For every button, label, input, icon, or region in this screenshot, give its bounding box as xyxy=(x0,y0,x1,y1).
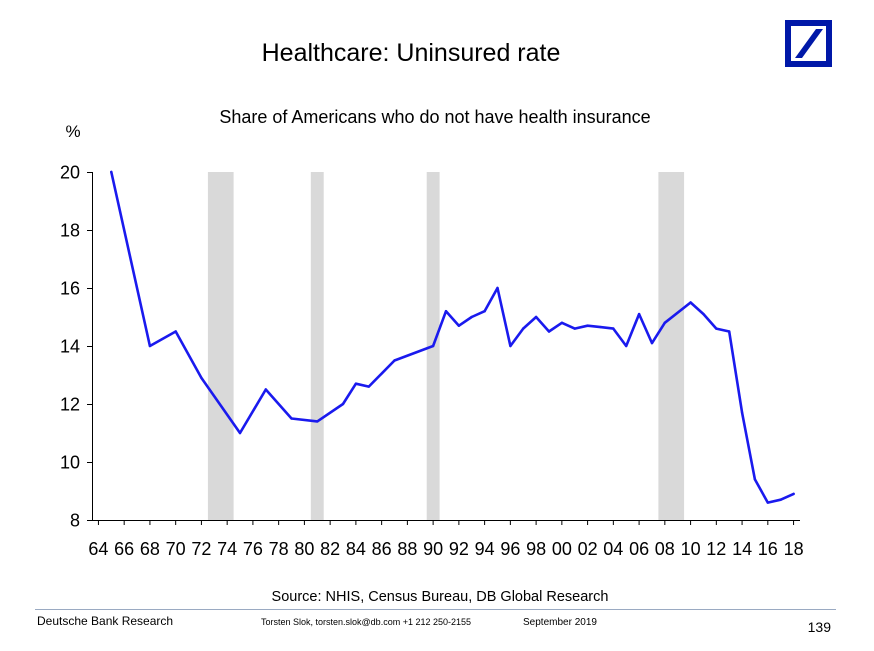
recession-bar xyxy=(310,172,324,520)
data-point xyxy=(316,420,319,423)
data-point xyxy=(393,359,396,362)
x-tick-label: 68 xyxy=(140,539,160,559)
data-point xyxy=(689,301,692,304)
data-point xyxy=(792,492,795,496)
data-point xyxy=(354,382,358,385)
series xyxy=(110,170,795,504)
data-point xyxy=(625,344,628,348)
data-point xyxy=(483,310,486,313)
data-point xyxy=(534,315,538,319)
data-point xyxy=(174,330,177,333)
data-point xyxy=(457,324,461,327)
x-tick-label: 04 xyxy=(603,539,623,559)
recession-bar xyxy=(658,172,685,520)
x-tick-label: 76 xyxy=(243,539,263,559)
x-tick-label: 12 xyxy=(706,539,726,559)
data-point xyxy=(573,327,576,330)
chart-title: Share of Americans who do not have healt… xyxy=(219,107,650,127)
y-axis-unit-label: % xyxy=(65,122,80,141)
x-tick-label: 98 xyxy=(526,539,546,559)
x-tick-label: 06 xyxy=(629,539,649,559)
x-tick-label: 90 xyxy=(423,539,443,559)
x-tick-label: 94 xyxy=(475,539,495,559)
data-point xyxy=(663,321,666,324)
y-tick-label: 10 xyxy=(60,453,80,473)
x-tick-label: 78 xyxy=(269,539,289,559)
data-point xyxy=(586,324,589,327)
data-point xyxy=(650,341,654,345)
data-point xyxy=(547,330,551,333)
deutsche-bank-logo xyxy=(785,20,832,67)
data-point xyxy=(715,327,718,330)
recession-bar xyxy=(207,172,234,520)
x-tick-label: 82 xyxy=(320,539,340,559)
data-point xyxy=(431,344,435,348)
y-tick-label: 18 xyxy=(60,221,80,241)
slide-title: Healthcare: Uninsured rate xyxy=(262,39,561,67)
logo-slash xyxy=(795,29,823,58)
data-point xyxy=(779,498,782,501)
x-tick-label: 84 xyxy=(346,539,366,559)
footer-date: September 2019 xyxy=(523,617,597,628)
footer-contact: Torsten Slok, torsten.slok@db.com +1 212… xyxy=(261,617,471,627)
data-point xyxy=(509,344,512,348)
uninsured-rate-line xyxy=(110,170,795,504)
x-tick-label: 92 xyxy=(449,539,469,559)
data-point xyxy=(753,478,757,481)
data-point xyxy=(612,327,615,330)
data-point xyxy=(470,315,473,319)
chart: Share of Americans who do not have healt… xyxy=(60,107,804,559)
data-point xyxy=(702,312,705,316)
x-tick-label: 96 xyxy=(500,539,520,559)
y-tick-label: 16 xyxy=(60,279,80,299)
data-point xyxy=(728,330,731,333)
logo-square xyxy=(785,20,832,67)
source-note: Source: NHIS, Census Bureau, DB Global R… xyxy=(272,589,609,605)
data-point xyxy=(444,310,448,313)
data-point xyxy=(599,325,602,329)
page-number: 139 xyxy=(808,619,832,635)
data-point xyxy=(200,376,203,380)
x-tick-label: 00 xyxy=(552,539,572,559)
x-tick-label: 80 xyxy=(294,539,314,559)
data-point xyxy=(264,388,267,391)
data-point xyxy=(290,417,293,420)
data-point xyxy=(522,327,525,330)
x-tick-label: 66 xyxy=(114,539,134,559)
data-point xyxy=(238,431,242,435)
data-point xyxy=(367,385,370,388)
data-point xyxy=(148,344,152,348)
x-tick-label: 88 xyxy=(397,539,417,559)
data-point xyxy=(496,286,499,290)
data-point xyxy=(341,402,345,406)
x-tick-label: 18 xyxy=(784,539,804,559)
x-tick-label: 08 xyxy=(655,539,675,559)
data-point xyxy=(766,501,769,504)
y-tick-label: 14 xyxy=(60,337,80,357)
recession-bars xyxy=(207,172,685,520)
data-point xyxy=(560,321,564,324)
y-tick-label: 8 xyxy=(70,511,80,531)
y-tick-label: 12 xyxy=(60,395,80,415)
data-point xyxy=(637,312,641,316)
x-tick-label: 86 xyxy=(372,539,392,559)
x-tick-label: 74 xyxy=(217,539,237,559)
data-point xyxy=(740,411,744,414)
y-tick-label: 20 xyxy=(60,163,80,183)
x-tick-label: 10 xyxy=(681,539,701,559)
footer-brand: Deutsche Bank Research xyxy=(37,614,173,628)
data-point xyxy=(110,170,113,174)
x-tick-label: 14 xyxy=(732,539,752,559)
x-tick-label: 64 xyxy=(88,539,108,559)
x-tick-label: 02 xyxy=(578,539,598,559)
x-tick-label: 72 xyxy=(191,539,211,559)
x-tick-label: 70 xyxy=(166,539,186,559)
x-tick-label: 16 xyxy=(758,539,778,559)
